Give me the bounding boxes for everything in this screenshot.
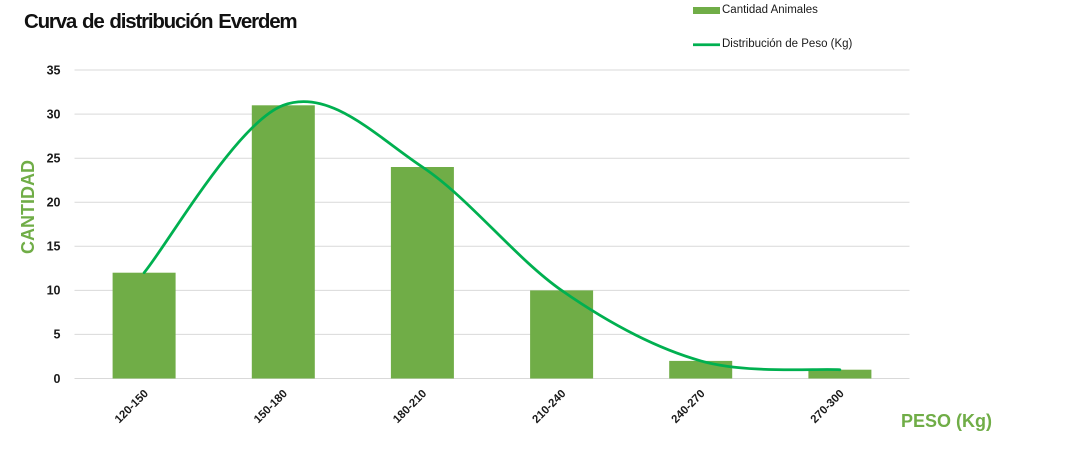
svg-text:20: 20 xyxy=(47,196,61,210)
svg-text:0: 0 xyxy=(54,372,61,386)
svg-text:35: 35 xyxy=(47,63,61,77)
svg-text:Cantidad Animales: Cantidad Animales xyxy=(722,4,818,16)
svg-text:PESO (Kg): PESO (Kg) xyxy=(901,411,992,431)
svg-text:30: 30 xyxy=(47,107,61,121)
svg-text:10: 10 xyxy=(47,284,61,298)
svg-text:CANTIDAD: CANTIDAD xyxy=(18,160,38,254)
svg-text:25: 25 xyxy=(47,152,61,166)
svg-text:Distribución de Peso (Kg): Distribución de Peso (Kg) xyxy=(722,38,853,50)
svg-text:5: 5 xyxy=(54,328,61,342)
svg-text:Curva de distribución Everdem: Curva de distribución Everdem xyxy=(24,10,296,33)
svg-text:15: 15 xyxy=(47,240,61,254)
